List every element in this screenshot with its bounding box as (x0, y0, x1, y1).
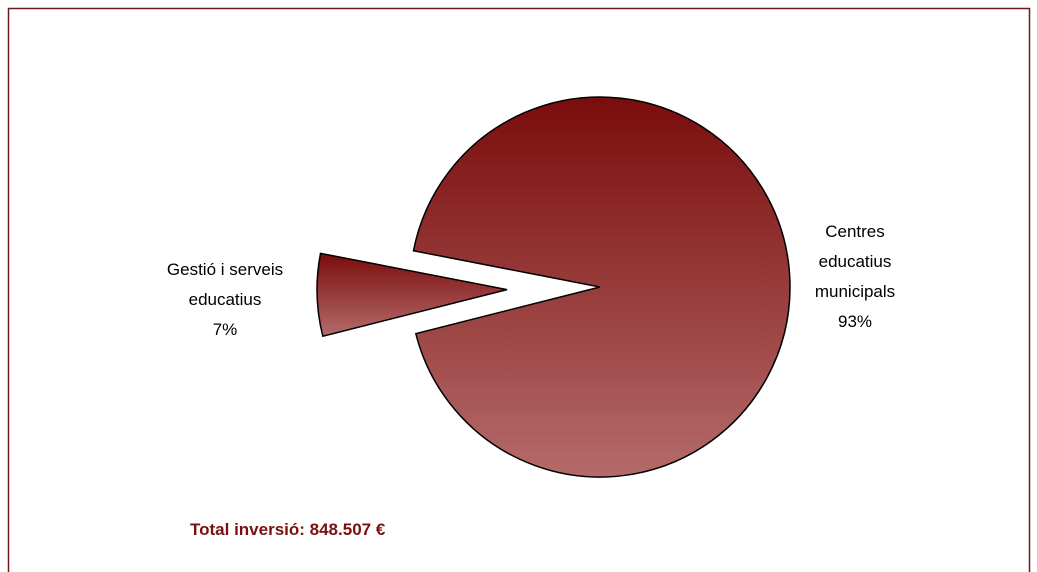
slice-name: Gestió i serveis educatius (166, 260, 284, 309)
slice-name: Centres educatius municipals (814, 222, 896, 301)
slice-value-label: 93% (837, 312, 873, 331)
slice-label: Gestió i serveis educatius 7% (135, 255, 315, 345)
total-annotation: Total inversió: 848.507 € (190, 520, 386, 539)
pie-slice (412, 96, 791, 478)
slice-value-label: 7% (212, 320, 238, 339)
pie-slice (316, 252, 508, 338)
slice-label: Centres educatius municipals 93% (800, 217, 910, 337)
frame (7, 7, 1031, 572)
